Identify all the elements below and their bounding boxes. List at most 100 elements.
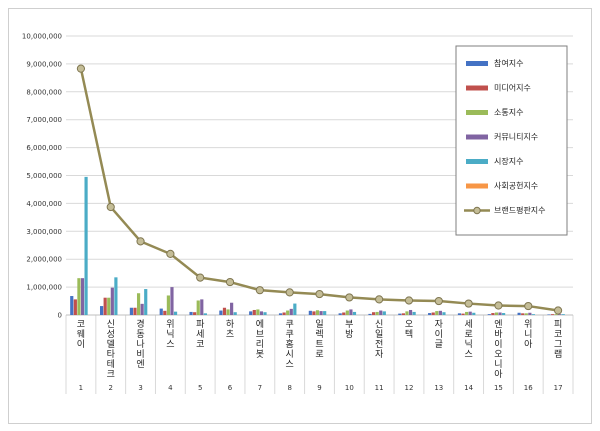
line-point-11 — [375, 295, 384, 304]
bar-5-3 — [144, 289, 148, 315]
bar-3-14 — [465, 311, 469, 315]
rank-label: 6 — [228, 384, 233, 392]
bar-1-6 — [219, 310, 223, 315]
line-point-6 — [225, 277, 235, 287]
rank-label: 15 — [494, 384, 503, 392]
rank-label: 10 — [345, 384, 354, 392]
legend-swatch — [466, 134, 488, 140]
y-tick-label: 0 — [58, 312, 62, 320]
bar-3-2 — [107, 297, 111, 315]
y-tick-label: 7,000,000 — [26, 116, 62, 124]
bar-1-16 — [517, 312, 521, 315]
bar-1-2 — [99, 306, 104, 315]
bar-2-11 — [371, 312, 376, 315]
y-tick-label: 8,000,000 — [26, 88, 62, 96]
bar-4-2 — [110, 287, 114, 315]
line-point-4 — [166, 249, 175, 258]
bar-3-15 — [494, 312, 499, 315]
bar-5-13 — [442, 312, 446, 315]
legend-swatch — [466, 110, 488, 115]
bar-4-9 — [319, 311, 323, 315]
bar-5-10 — [352, 311, 357, 315]
bar-2-7 — [252, 309, 256, 315]
legend-swatch — [466, 183, 488, 189]
bar-1-9 — [308, 310, 312, 315]
legend-swatch — [466, 85, 488, 91]
rank-label: 1 — [79, 384, 83, 392]
bar-4-6 — [230, 302, 234, 315]
chart-svg: 0 1,000,000 2,000,000 3,000,000 4,000,000 5,0… — [22, 33, 574, 394]
bar-1-3 — [129, 307, 134, 315]
line-point-5 — [196, 273, 205, 282]
bar-1-5 — [189, 311, 193, 315]
y-tick-label: 6,000,000 — [26, 144, 62, 152]
bar-4-17 — [558, 314, 562, 315]
bar-4-5 — [200, 299, 204, 315]
legend-label: 미디어지수 — [494, 83, 531, 93]
rank-label: 9 — [317, 384, 321, 392]
legend-label: 참여지수 — [494, 58, 523, 68]
bar-2-6 — [222, 307, 227, 315]
y-tick-label: 10,000,000 — [22, 33, 62, 41]
bar-4-3 — [140, 303, 144, 315]
bar-3-10 — [345, 310, 349, 315]
bar-1-8 — [278, 313, 283, 315]
legend-label: 사회공헌지수 — [494, 182, 538, 191]
bar-2-1 — [73, 299, 77, 315]
line-point-12 — [404, 296, 414, 305]
bar-3-5 — [196, 300, 200, 315]
bar-4-13 — [438, 310, 442, 315]
rank-label: 8 — [287, 384, 291, 392]
line-point-10 — [345, 293, 354, 302]
bar-1-4 — [159, 308, 163, 315]
line-point-7 — [255, 286, 264, 295]
bar-3-16 — [524, 313, 528, 315]
bar-3-12 — [405, 311, 409, 315]
bar-3-13 — [435, 311, 439, 315]
bar-5-11 — [382, 311, 386, 315]
bar-4-8 — [289, 308, 293, 315]
bar-1-13 — [428, 313, 432, 315]
bar-5-17 — [561, 314, 565, 315]
bar-2-12 — [401, 313, 405, 315]
bar-1-14 — [457, 313, 462, 315]
bar-2-8 — [282, 312, 286, 315]
rank-label: 3 — [138, 384, 142, 392]
y-tick-label: 2,000,000 — [26, 256, 62, 264]
rank-label: 2 — [109, 384, 113, 392]
bar-5-14 — [472, 312, 476, 315]
bar-4-4 — [170, 287, 174, 315]
legend-swatch — [466, 159, 488, 164]
legend-label: 시장지수 — [494, 156, 523, 166]
bar-3-11 — [375, 311, 379, 315]
rank-label: 17 — [554, 384, 563, 392]
rank-label: 4 — [168, 384, 173, 392]
bar-1-1 — [70, 296, 74, 315]
bar-3-9 — [315, 310, 320, 315]
bar-5-16 — [531, 314, 536, 315]
rank-label: 16 — [524, 384, 533, 392]
bar-2-2 — [103, 297, 107, 315]
bar-2-9 — [312, 311, 316, 315]
rank-label: 13 — [434, 384, 443, 392]
bar-4-15 — [498, 312, 502, 315]
legend-swatch — [466, 61, 488, 66]
rank-label: 14 — [464, 384, 473, 392]
bar-2-17 — [550, 314, 555, 315]
line-point-1 — [76, 64, 86, 73]
bar-5-7 — [263, 312, 267, 315]
bar-2-10 — [342, 312, 346, 315]
y-tick-label: 4,000,000 — [26, 200, 62, 208]
y-tick-label: 5,000,000 — [26, 172, 62, 180]
bar-3-4 — [166, 295, 170, 315]
bar-5-6 — [233, 312, 237, 315]
bar-1-15 — [487, 314, 491, 315]
line-point-8 — [285, 288, 294, 297]
legend-label: 소통지수 — [494, 108, 523, 117]
